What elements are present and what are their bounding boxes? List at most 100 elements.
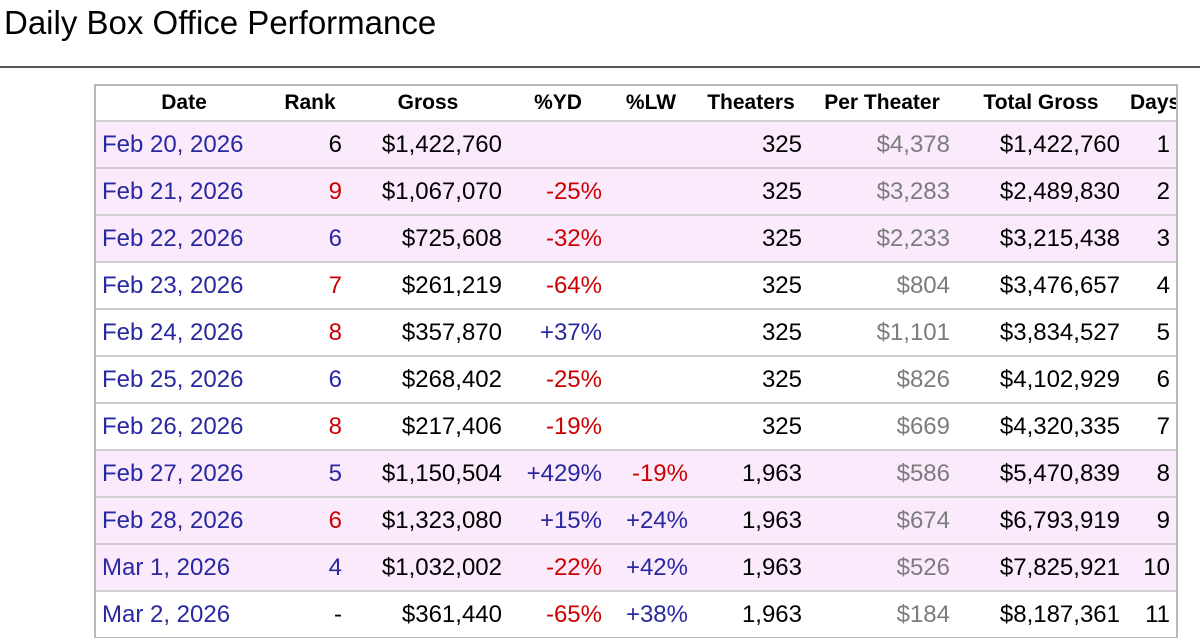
cell-date[interactable]: Mar 2, 2026 bbox=[96, 590, 272, 637]
box-office-table: Date Rank Gross %YD %LW Theaters Per The… bbox=[96, 86, 1176, 637]
cell-total-gross: $4,320,335 bbox=[956, 402, 1126, 450]
cell-rank: 8 bbox=[272, 402, 348, 450]
cell-days: 5 bbox=[1126, 308, 1176, 356]
cell-rank: 8 bbox=[272, 308, 348, 356]
cell-per-theater: $4,378 bbox=[808, 120, 956, 168]
cell-percent-yesterday: -32% bbox=[508, 214, 608, 262]
cell-gross: $217,406 bbox=[348, 402, 508, 450]
cell-date[interactable]: Feb 25, 2026 bbox=[96, 355, 272, 403]
cell-rank: 6 bbox=[272, 355, 348, 403]
cell-per-theater: $826 bbox=[808, 355, 956, 403]
cell-rank: 6 bbox=[272, 214, 348, 262]
column-header-yd[interactable]: %YD bbox=[534, 91, 582, 114]
cell-rank: 6 bbox=[272, 496, 348, 544]
cell-gross: $1,032,002 bbox=[348, 543, 508, 591]
cell-rank: 6 bbox=[272, 120, 348, 168]
cell-date[interactable]: Feb 20, 2026 bbox=[96, 120, 272, 168]
cell-date[interactable]: Feb 26, 2026 bbox=[96, 402, 272, 450]
column-header-days[interactable]: Days bbox=[1130, 91, 1176, 114]
cell-total-gross: $5,470,839 bbox=[956, 449, 1126, 497]
box-office-table-container: Date Rank Gross %YD %LW Theaters Per The… bbox=[94, 84, 1178, 638]
cell-rank: 7 bbox=[272, 261, 348, 309]
cell-date[interactable]: Feb 22, 2026 bbox=[96, 214, 272, 262]
cell-percent-last-week bbox=[608, 402, 694, 450]
cell-percent-yesterday: -25% bbox=[508, 355, 608, 403]
column-header-per-theater[interactable]: Per Theater bbox=[824, 91, 940, 114]
cell-percent-last-week: +38% bbox=[608, 590, 694, 637]
cell-rank: - bbox=[272, 590, 348, 637]
cell-date[interactable]: Feb 27, 2026 bbox=[96, 449, 272, 497]
table-row: Feb 27, 2026 5 $1,150,504 +429% -19% 1,963 $58… bbox=[96, 449, 1176, 497]
table-row: Feb 25, 2026 6 $268,402 -25% 325 $826 $4,102,9… bbox=[96, 355, 1176, 403]
cell-date[interactable]: Feb 23, 2026 bbox=[96, 261, 272, 309]
cell-date[interactable]: Feb 24, 2026 bbox=[96, 308, 272, 356]
cell-gross: $261,219 bbox=[348, 261, 508, 309]
table-row: Mar 2, 2026- $361,440 -65% +38% 1,963 $184 $8,… bbox=[96, 590, 1176, 637]
cell-theaters: 325 bbox=[694, 120, 808, 168]
cell-percent-yesterday: -64% bbox=[508, 261, 608, 309]
cell-theaters: 325 bbox=[694, 261, 808, 309]
cell-date[interactable]: Mar 1, 2026 bbox=[96, 543, 272, 591]
cell-total-gross: $3,215,438 bbox=[956, 214, 1126, 262]
cell-theaters: 1,963 bbox=[694, 543, 808, 591]
cell-percent-yesterday: -19% bbox=[508, 402, 608, 450]
table-row: Feb 28, 2026 6 $1,323,080 +15% +24% 1,963 $674… bbox=[96, 496, 1176, 544]
cell-theaters: 325 bbox=[694, 355, 808, 403]
cell-gross: $361,440 bbox=[348, 590, 508, 637]
cell-percent-last-week bbox=[608, 120, 694, 168]
cell-days: 9 bbox=[1126, 496, 1176, 544]
cell-date[interactable]: Feb 21, 2026 bbox=[96, 167, 272, 215]
cell-percent-yesterday: -65% bbox=[508, 590, 608, 637]
cell-theaters: 325 bbox=[694, 167, 808, 215]
cell-theaters: 325 bbox=[694, 214, 808, 262]
cell-per-theater: $674 bbox=[808, 496, 956, 544]
cell-percent-last-week: -19% bbox=[608, 449, 694, 497]
cell-total-gross: $1,422,760 bbox=[956, 120, 1126, 168]
cell-days: 1 bbox=[1126, 120, 1176, 168]
cell-percent-last-week bbox=[608, 355, 694, 403]
cell-per-theater: $3,283 bbox=[808, 167, 956, 215]
cell-percent-yesterday: +15% bbox=[508, 496, 608, 544]
cell-percent-last-week bbox=[608, 261, 694, 309]
column-header-theaters[interactable]: Theaters bbox=[707, 91, 795, 114]
cell-total-gross: $7,825,921 bbox=[956, 543, 1126, 591]
column-header-rank[interactable]: Rank bbox=[284, 91, 336, 114]
cell-per-theater: $586 bbox=[808, 449, 956, 497]
cell-days: 6 bbox=[1126, 355, 1176, 403]
cell-rank: 9 bbox=[272, 167, 348, 215]
cell-per-theater: $1,101 bbox=[808, 308, 956, 356]
cell-days: 4 bbox=[1126, 261, 1176, 309]
cell-total-gross: $3,834,527 bbox=[956, 308, 1126, 356]
table-row: Feb 21, 2026 9 $1,067,070 -25% 325 $3,283 $2,4… bbox=[96, 167, 1176, 215]
column-header-gross[interactable]: Gross bbox=[397, 91, 459, 114]
table-header-row: Date Rank Gross %YD %LW Theaters Per The… bbox=[96, 86, 1176, 121]
cell-gross: $268,402 bbox=[348, 355, 508, 403]
cell-gross: $725,608 bbox=[348, 214, 508, 262]
page-title: Daily Box Office Performance bbox=[4, 4, 437, 41]
cell-total-gross: $8,187,361 bbox=[956, 590, 1126, 637]
column-header-total-gross[interactable]: Total Gross bbox=[983, 91, 1099, 114]
cell-per-theater: $2,233 bbox=[808, 214, 956, 262]
cell-theaters: 325 bbox=[694, 402, 808, 450]
table-row: Feb 20, 2026 6 $1,422,760 325 $4,378 $1,422,7… bbox=[96, 120, 1176, 168]
cell-days: 11 bbox=[1126, 590, 1176, 637]
table-row: Feb 23, 2026 7 $261,219 -64% 325 $804 $3,476,6… bbox=[96, 261, 1176, 309]
cell-total-gross: $4,102,929 bbox=[956, 355, 1126, 403]
cell-days: 7 bbox=[1126, 402, 1176, 450]
cell-percent-yesterday: -25% bbox=[508, 167, 608, 215]
column-header-date[interactable]: Date bbox=[161, 91, 207, 114]
cell-total-gross: $2,489,830 bbox=[956, 167, 1126, 215]
cell-gross: $357,870 bbox=[348, 308, 508, 356]
cell-per-theater: $669 bbox=[808, 402, 956, 450]
cell-percent-last-week bbox=[608, 167, 694, 215]
cell-total-gross: $3,476,657 bbox=[956, 261, 1126, 309]
table-row: Feb 26, 2026 8 $217,406 -19% 325 $669 $4,320,3… bbox=[96, 402, 1176, 450]
column-header-lw[interactable]: %LW bbox=[625, 91, 677, 114]
cell-gross: $1,422,760 bbox=[348, 120, 508, 168]
cell-gross: $1,067,070 bbox=[348, 167, 508, 215]
cell-percent-yesterday bbox=[508, 120, 608, 168]
title-divider bbox=[0, 66, 1200, 68]
cell-days: 2 bbox=[1126, 167, 1176, 215]
cell-date[interactable]: Feb 28, 2026 bbox=[96, 496, 272, 544]
table-body: Feb 20, 2026 6 $1,422,760 325 $4,378 $1,422,7… bbox=[96, 120, 1176, 637]
